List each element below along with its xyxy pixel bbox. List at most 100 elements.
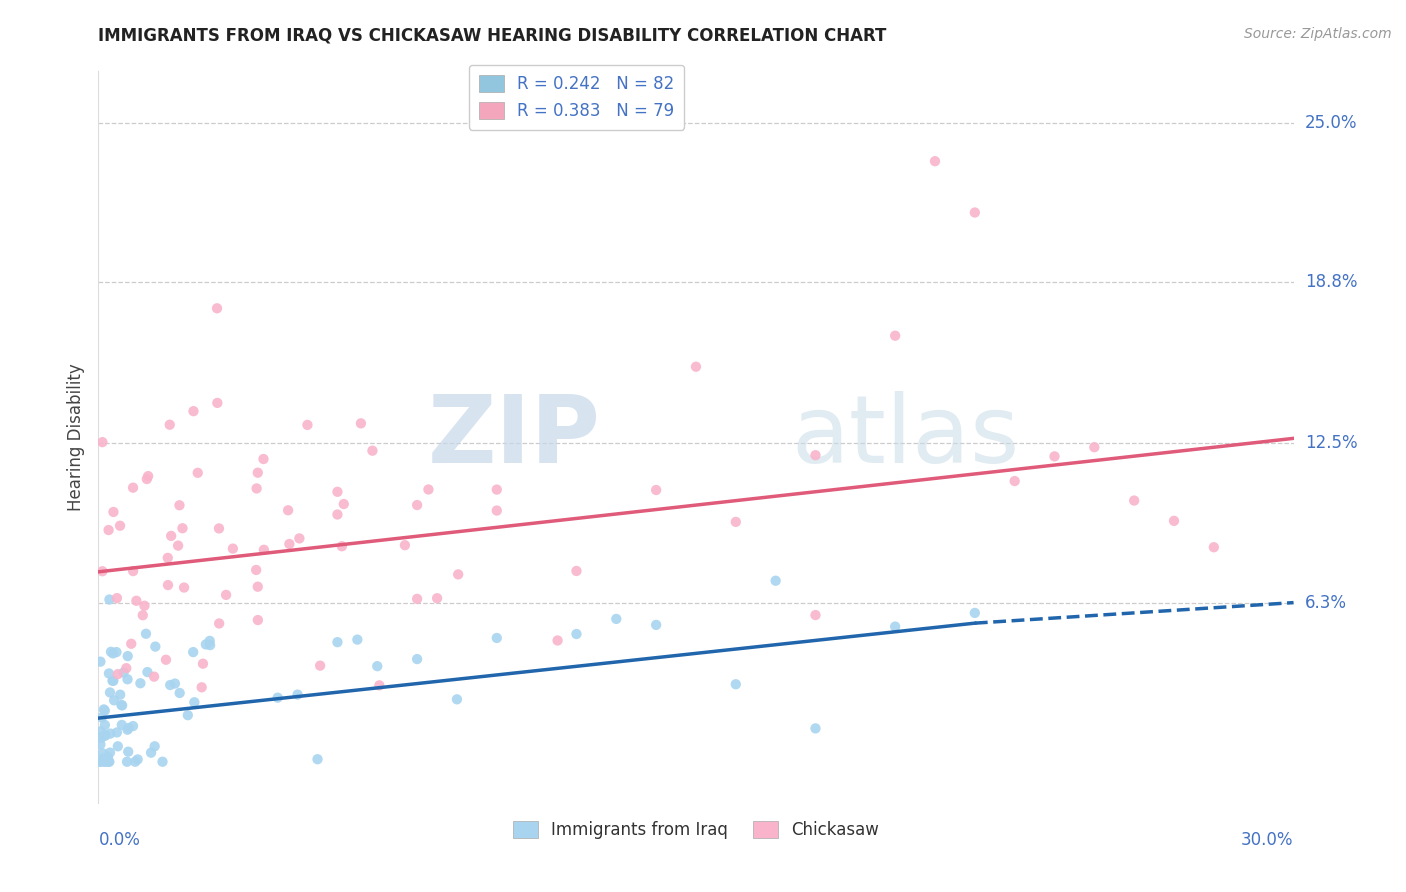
Point bbox=[267, 690, 290, 705]
Text: atlas: atlas bbox=[792, 391, 1019, 483]
Point bbox=[1004, 474, 1026, 488]
Point bbox=[246, 482, 269, 496]
Point bbox=[366, 659, 388, 673]
Point bbox=[136, 469, 159, 483]
Point bbox=[103, 673, 125, 688]
Point bbox=[167, 539, 190, 553]
Point bbox=[252, 452, 274, 467]
Point bbox=[117, 649, 139, 664]
Text: 0.0%: 0.0% bbox=[98, 830, 141, 848]
Point bbox=[117, 721, 139, 735]
Point bbox=[159, 678, 181, 692]
Point bbox=[181, 645, 204, 659]
Point bbox=[98, 726, 121, 740]
Legend: Immigrants from Iraq, Chickasaw: Immigrants from Iraq, Chickasaw bbox=[506, 814, 886, 846]
Point bbox=[89, 724, 111, 739]
Point bbox=[190, 681, 212, 695]
Point bbox=[105, 645, 128, 659]
Point bbox=[117, 673, 139, 687]
Point bbox=[115, 755, 138, 769]
Point bbox=[246, 466, 269, 480]
Point bbox=[187, 466, 209, 480]
Point bbox=[246, 580, 269, 594]
Point bbox=[884, 619, 907, 633]
Point bbox=[884, 328, 907, 343]
Text: 18.8%: 18.8% bbox=[1305, 273, 1357, 291]
Point bbox=[152, 755, 174, 769]
Point bbox=[117, 745, 139, 759]
Point bbox=[111, 698, 134, 713]
Point bbox=[1083, 440, 1105, 454]
Point bbox=[129, 676, 152, 690]
Point bbox=[406, 652, 429, 666]
Point bbox=[108, 518, 131, 533]
Point bbox=[191, 657, 214, 671]
Point bbox=[287, 688, 309, 702]
Point bbox=[89, 655, 111, 669]
Point bbox=[163, 676, 186, 690]
Point bbox=[724, 515, 747, 529]
Point bbox=[565, 564, 588, 578]
Point bbox=[565, 627, 588, 641]
Point bbox=[924, 154, 946, 169]
Point bbox=[198, 638, 221, 652]
Point bbox=[122, 719, 145, 733]
Text: IMMIGRANTS FROM IRAQ VS CHICKASAW HEARING DISABILITY CORRELATION CHART: IMMIGRANTS FROM IRAQ VS CHICKASAW HEARIN… bbox=[98, 27, 887, 45]
Point bbox=[94, 718, 117, 732]
Point bbox=[253, 542, 276, 557]
Point bbox=[100, 645, 122, 659]
Point bbox=[332, 497, 354, 511]
Point bbox=[132, 608, 155, 623]
Point bbox=[139, 746, 162, 760]
Y-axis label: Hearing Disability: Hearing Disability bbox=[66, 363, 84, 511]
Point bbox=[406, 591, 429, 606]
Text: 6.3%: 6.3% bbox=[1305, 593, 1347, 612]
Point bbox=[330, 539, 353, 553]
Point bbox=[361, 443, 384, 458]
Point bbox=[156, 578, 179, 592]
Point bbox=[183, 695, 205, 709]
Point bbox=[90, 755, 112, 769]
Point bbox=[426, 591, 449, 606]
Point bbox=[107, 739, 129, 754]
Point bbox=[122, 564, 145, 578]
Point bbox=[309, 658, 332, 673]
Point bbox=[98, 592, 121, 607]
Point bbox=[91, 564, 114, 578]
Point bbox=[111, 718, 134, 732]
Point bbox=[94, 755, 117, 769]
Point bbox=[326, 484, 349, 499]
Point bbox=[394, 538, 416, 552]
Point bbox=[103, 693, 125, 707]
Point bbox=[307, 752, 329, 766]
Point bbox=[155, 653, 177, 667]
Point bbox=[208, 521, 231, 535]
Point bbox=[110, 698, 132, 712]
Point bbox=[94, 728, 117, 742]
Point bbox=[350, 417, 373, 431]
Text: ZIP: ZIP bbox=[427, 391, 600, 483]
Point bbox=[326, 508, 349, 522]
Point bbox=[117, 723, 139, 737]
Point bbox=[160, 529, 183, 543]
Point bbox=[194, 637, 217, 651]
Point bbox=[804, 448, 827, 462]
Point bbox=[346, 632, 368, 647]
Text: Source: ZipAtlas.com: Source: ZipAtlas.com bbox=[1244, 27, 1392, 41]
Point bbox=[115, 661, 138, 675]
Point bbox=[765, 574, 787, 588]
Point bbox=[143, 640, 166, 654]
Point bbox=[173, 581, 195, 595]
Point bbox=[724, 677, 747, 691]
Point bbox=[169, 686, 191, 700]
Point bbox=[105, 725, 128, 739]
Point bbox=[125, 594, 148, 608]
Point bbox=[547, 633, 569, 648]
Point bbox=[94, 729, 117, 743]
Point bbox=[485, 631, 508, 645]
Point bbox=[91, 435, 114, 450]
Point bbox=[1202, 540, 1225, 554]
Point bbox=[297, 417, 319, 432]
Point bbox=[135, 626, 157, 640]
Point bbox=[446, 692, 468, 706]
